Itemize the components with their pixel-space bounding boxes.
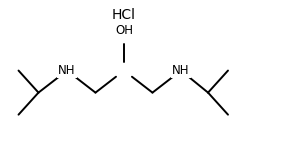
- Text: HCl: HCl: [112, 8, 136, 22]
- Text: OH: OH: [115, 24, 133, 37]
- Text: NH: NH: [172, 64, 190, 77]
- Text: NH: NH: [58, 64, 76, 77]
